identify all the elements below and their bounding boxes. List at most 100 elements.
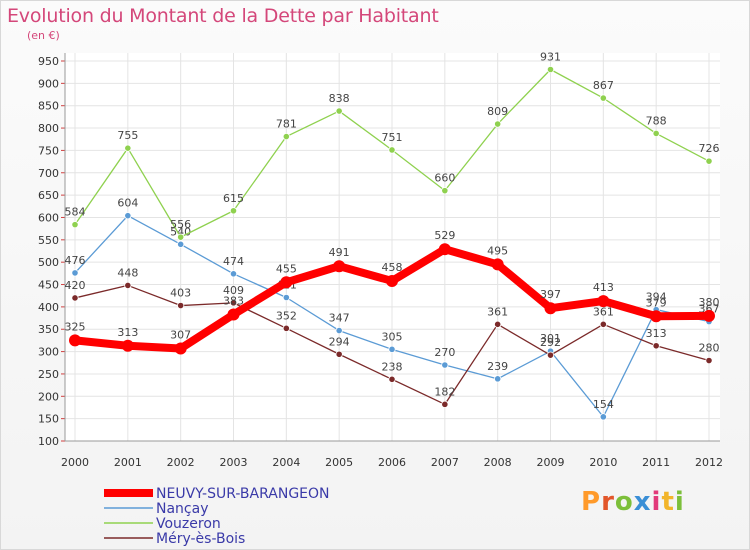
data-label: 313 bbox=[117, 326, 138, 339]
legend-item-label: NEUVY-SUR-BARANGEON bbox=[156, 486, 330, 502]
x-tick-label: 2006 bbox=[378, 456, 406, 469]
x-tick-label: 2010 bbox=[589, 456, 617, 469]
y-tick-label: 600 bbox=[38, 211, 59, 224]
y-tick-label: 550 bbox=[38, 234, 59, 247]
x-tick-label: 2012 bbox=[695, 456, 723, 469]
x-tick-label: 2001 bbox=[114, 456, 142, 469]
data-point bbox=[388, 146, 396, 154]
x-tick-label: 2003 bbox=[220, 456, 248, 469]
data-label: 403 bbox=[170, 287, 191, 300]
data-point bbox=[652, 129, 660, 138]
data-point bbox=[335, 107, 343, 115]
data-label: 931 bbox=[540, 50, 561, 63]
data-point bbox=[650, 310, 663, 323]
data-point bbox=[282, 132, 290, 141]
data-point bbox=[438, 243, 451, 256]
data-label: 867 bbox=[593, 79, 614, 92]
y-tick-label: 350 bbox=[38, 323, 59, 336]
data-point bbox=[441, 361, 449, 369]
data-point bbox=[388, 375, 396, 383]
data-label: 325 bbox=[65, 320, 86, 333]
data-point bbox=[71, 294, 79, 302]
data-point bbox=[124, 281, 132, 290]
y-tick-label: 950 bbox=[38, 55, 59, 68]
data-label: 238 bbox=[382, 360, 403, 373]
data-point bbox=[599, 413, 607, 421]
y-tick-label: 700 bbox=[38, 167, 59, 180]
data-label: 270 bbox=[434, 346, 455, 359]
data-point bbox=[69, 334, 81, 347]
data-label: 615 bbox=[223, 192, 244, 205]
data-label: 660 bbox=[434, 172, 455, 185]
data-point bbox=[652, 342, 660, 350]
x-tick-label: 2008 bbox=[484, 456, 512, 469]
data-point bbox=[388, 345, 396, 353]
data-point bbox=[703, 309, 715, 322]
data-point bbox=[124, 144, 132, 152]
data-point bbox=[335, 350, 343, 358]
data-label: 347 bbox=[329, 312, 350, 325]
x-tick-label: 2009 bbox=[537, 456, 565, 469]
legend-item-label: Méry-ès-Bois bbox=[156, 531, 245, 547]
data-point bbox=[121, 339, 134, 352]
x-tick-label: 2000 bbox=[61, 456, 89, 469]
y-tick-label: 150 bbox=[38, 413, 59, 426]
data-label: 556 bbox=[170, 218, 191, 231]
data-label: 239 bbox=[487, 360, 508, 373]
data-point bbox=[124, 212, 132, 220]
data-point bbox=[282, 293, 290, 302]
data-label: 455 bbox=[276, 262, 297, 275]
data-label: 809 bbox=[487, 105, 508, 118]
chart-subtitle: (en €) bbox=[27, 29, 60, 42]
y-tick-label: 650 bbox=[38, 189, 59, 202]
data-label: 458 bbox=[382, 261, 403, 274]
data-label: 352 bbox=[276, 309, 297, 322]
data-point bbox=[335, 326, 343, 335]
x-tick-label: 2002 bbox=[167, 456, 195, 469]
data-label: 529 bbox=[434, 229, 455, 242]
data-point bbox=[229, 270, 238, 278]
data-point bbox=[71, 269, 79, 277]
data-label: 448 bbox=[117, 266, 138, 279]
data-label: 726 bbox=[699, 142, 720, 155]
data-point bbox=[177, 233, 185, 241]
legend-item-label: Vouzeron bbox=[156, 516, 221, 532]
data-point bbox=[441, 400, 449, 408]
x-tick-label: 2007 bbox=[431, 456, 459, 469]
data-label: 604 bbox=[117, 197, 138, 210]
data-point bbox=[229, 207, 238, 215]
data-point bbox=[544, 302, 557, 315]
y-tick-label: 400 bbox=[38, 301, 59, 314]
legend-item-label: Nançay bbox=[156, 501, 209, 517]
data-point bbox=[546, 351, 555, 359]
data-point bbox=[441, 187, 449, 195]
proxiti-logo: Proxiti bbox=[581, 487, 685, 517]
data-label: 474 bbox=[223, 255, 244, 268]
data-point bbox=[494, 120, 502, 128]
y-tick-label: 450 bbox=[38, 279, 59, 292]
data-label: 788 bbox=[646, 114, 667, 127]
data-label: 409 bbox=[223, 284, 244, 297]
data-point bbox=[599, 320, 607, 328]
data-point bbox=[177, 240, 185, 248]
data-label: 361 bbox=[593, 305, 614, 318]
data-label: 383 bbox=[223, 294, 244, 307]
data-label: 379 bbox=[646, 296, 667, 309]
data-label: 751 bbox=[382, 131, 403, 144]
data-label: 476 bbox=[65, 254, 86, 267]
data-label: 781 bbox=[276, 118, 297, 131]
data-point bbox=[597, 295, 610, 308]
x-tick-label: 2004 bbox=[272, 456, 300, 469]
y-tick-label: 900 bbox=[38, 77, 59, 90]
data-point bbox=[71, 221, 79, 229]
data-label: 584 bbox=[65, 206, 86, 219]
data-point bbox=[280, 276, 293, 289]
data-label: 380 bbox=[699, 296, 720, 309]
y-tick-label: 100 bbox=[38, 435, 59, 448]
data-label: 838 bbox=[329, 92, 350, 105]
data-label: 491 bbox=[329, 246, 350, 259]
data-point bbox=[177, 301, 185, 310]
y-tick-label: 850 bbox=[38, 100, 59, 113]
